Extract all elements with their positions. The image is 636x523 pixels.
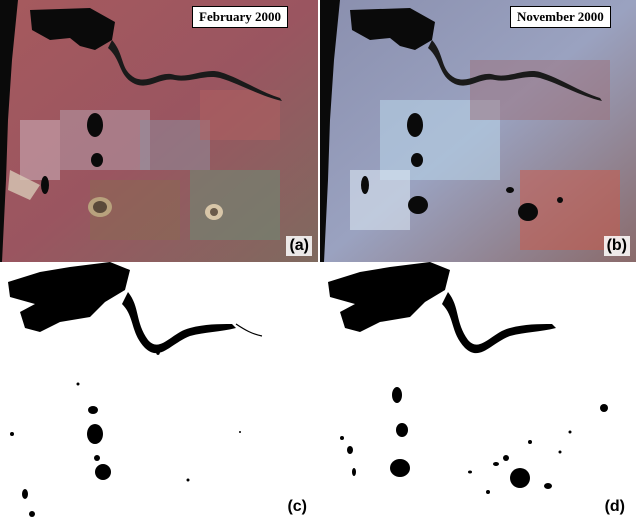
water-mask-february: (c) — [0, 262, 318, 523]
panel-label-b: (b) — [603, 236, 630, 256]
satellite-image-november: November 2000 (b) — [320, 0, 636, 262]
panel-label-c: (c) — [287, 498, 307, 515]
panel-label-a: (a) — [286, 236, 312, 256]
date-label: February 2000 — [192, 6, 288, 28]
water-mask-november: (d) — [320, 262, 636, 523]
panel-label-d: (d) — [604, 498, 625, 515]
satellite-image-february: February 2000 (a) — [0, 0, 318, 262]
date-label: November 2000 — [510, 6, 611, 28]
